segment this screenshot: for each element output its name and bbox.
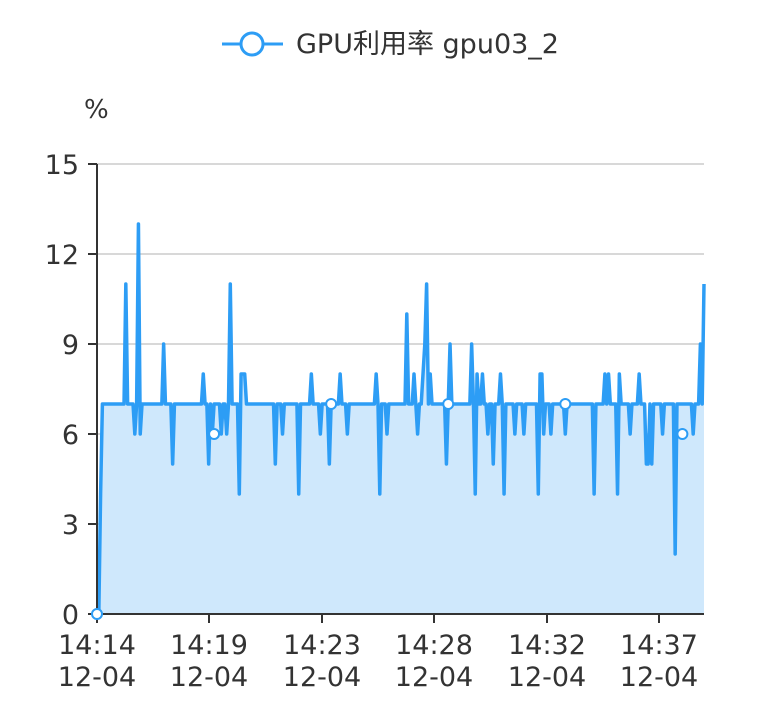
x-tick-time: 14:19 [170,630,248,661]
legend[interactable]: GPU利用率 gpu03_2 [222,29,559,60]
y-tick-label: 0 [62,600,79,631]
y-tick-label: 3 [62,510,79,541]
series-marker [442,398,455,410]
x-tick-time: 14:37 [620,630,698,661]
x-tick-time: 14:28 [395,630,473,661]
y-tick-label: 9 [62,330,79,361]
x-tick-time: 14:23 [283,630,361,661]
x-tick-date: 12-04 [283,662,361,693]
y-tick-label: 15 [45,150,79,181]
x-tick-date: 12-04 [620,662,698,693]
series-markers [91,398,689,620]
x-tick-date: 12-04 [508,662,586,693]
series-marker [559,398,572,410]
series-marker [91,608,103,620]
series-line [97,222,706,616]
y-tick-label: 12 [45,240,79,271]
y-axis-ticks: 0 3 6 9 12 15 [45,150,97,631]
x-tick-time: 14:14 [58,630,136,661]
x-tick-date: 12-04 [395,662,473,693]
line-layer [97,222,706,616]
x-tick-date: 12-04 [58,662,136,693]
y-axis-unit: % [84,95,109,125]
legend-label: GPU利用率 gpu03_2 [296,29,559,60]
legend-circle-icon [239,31,265,57]
series-area [97,224,704,614]
series-marker [676,428,689,440]
series-marker [325,398,338,410]
series-marker [208,428,221,440]
area-layer [97,224,704,614]
x-tick-time: 14:32 [508,630,586,661]
x-tick-date: 12-04 [170,662,248,693]
y-tick-label: 6 [62,420,79,451]
x-axis-ticks: 14:1412-0414:1912-0414:2312-0414:2812-04… [58,614,698,693]
axes [96,164,704,615]
